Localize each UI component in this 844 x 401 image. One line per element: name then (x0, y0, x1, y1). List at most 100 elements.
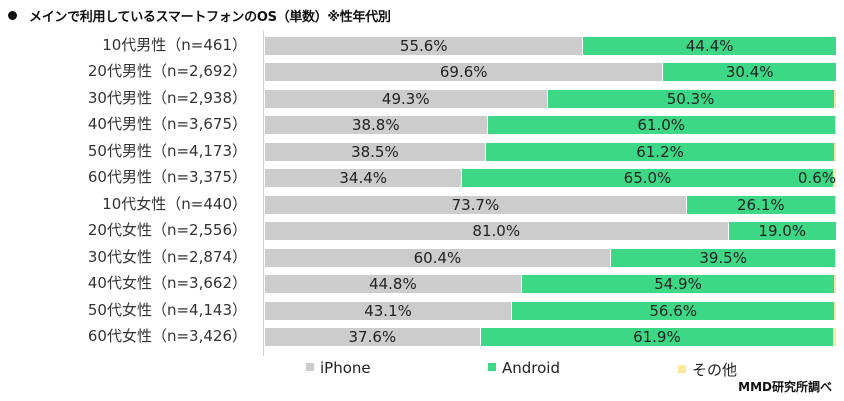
category-axis-line (263, 31, 264, 356)
legend-label-android: Android (502, 359, 560, 377)
iphone-segment: 34.4% (265, 169, 462, 188)
bar-row: 20代男性（n=2,692） 69.6% 30.4% (0, 62, 844, 82)
source-credit: MMD研究所調べ (738, 380, 832, 394)
category-label: 50代男性（n=4,173） (87, 141, 247, 160)
iphone-segment: 81.0% (265, 222, 728, 241)
android-segment-value: 61.2% (636, 142, 684, 161)
category-label: 50代女性（n=4,143） (87, 300, 247, 319)
bar-row: 30代女性（n=2,874） 60.4% 39.5% (0, 247, 844, 267)
other-segment (833, 89, 836, 108)
iphone-segment: 49.3% (265, 89, 547, 108)
android-segment-value: 19.0% (758, 222, 807, 241)
iphone-segment-value: 73.7% (451, 195, 500, 214)
other-swatch-icon (678, 365, 686, 373)
bar-row: 60代男性（n=3,375） 34.4% 65.0% 0.6% (0, 168, 844, 188)
iphone-segment: 43.1% (265, 301, 512, 320)
android-segment: 30.4% (662, 63, 836, 82)
iphone-segment: 38.5% (265, 142, 485, 161)
android-segment-value: 50.3% (666, 89, 715, 108)
stacked-bar: 37.6% 61.9% (265, 327, 836, 346)
android-segment-value: 56.6% (649, 301, 697, 320)
iphone-segment-value: 37.6% (348, 327, 397, 346)
stacked-bar: 69.6% 30.4% (265, 63, 836, 82)
category-label: 10代女性（n=440） (102, 194, 247, 213)
android-segment: 61.9% (479, 327, 834, 346)
other-segment (833, 327, 836, 346)
iphone-segment: 69.6% (265, 63, 663, 82)
android-segment-value: 65.0% (623, 169, 672, 188)
bar-row: 10代女性（n=440） 73.7% 26.1% (0, 194, 844, 214)
bar-row: 40代男性（n=3,675） 38.8% 61.0% (0, 115, 844, 135)
android-segment: 65.0% (461, 169, 833, 188)
category-label: 30代女性（n=2,874） (87, 247, 247, 266)
iphone-segment: 73.7% (265, 195, 686, 214)
android-segment-value: 61.9% (633, 327, 681, 346)
android-segment: 61.0% (486, 116, 835, 135)
category-label: 60代女性（n=3,426） (87, 326, 247, 345)
bar-row: 30代男性（n=2,938） 49.3% 50.3% (0, 88, 844, 108)
iphone-swatch-icon (306, 363, 314, 371)
bar-row: 20代女性（n=2,556） 81.0% 19.0% (0, 221, 844, 241)
stacked-bar: 34.4% 65.0% 0.6% (265, 169, 836, 188)
iphone-segment-value: 81.0% (472, 222, 521, 241)
iphone-segment-value: 44.8% (369, 275, 417, 294)
iphone-segment-value: 43.1% (364, 301, 412, 320)
other-segment (834, 195, 836, 214)
android-segment-value: 54.9% (654, 275, 702, 294)
other-segment (834, 116, 836, 135)
bar-row: 60代女性（n=3,426） 37.6% 61.9% (0, 326, 844, 346)
stacked-bar: 43.1% 56.6% (265, 301, 836, 320)
iphone-segment: 44.8% (265, 275, 521, 294)
legend-item-other: その他 (678, 359, 737, 380)
bar-row: 50代女性（n=4,143） 43.1% 56.6% (0, 300, 844, 320)
bullet-icon (8, 11, 17, 20)
legend-item-android: Android (488, 359, 560, 377)
iphone-segment-value: 38.8% (351, 116, 400, 135)
category-label: 20代男性（n=2,692） (87, 62, 247, 81)
category-label: 10代男性（n=461） (102, 36, 247, 54)
stacked-bar: 73.7% 26.1% (265, 195, 836, 214)
other-segment (834, 142, 836, 161)
android-segment: 26.1% (685, 195, 835, 214)
bar-row: 50代男性（n=4,173） 38.5% 61.2% (0, 141, 844, 161)
other-segment (832, 169, 836, 188)
iphone-segment-value: 69.6% (439, 63, 488, 82)
legend-label-other: その他 (692, 361, 738, 379)
android-segment: 39.5% (609, 248, 836, 267)
stacked-bar: 38.5% 61.2% (265, 142, 836, 161)
stacked-bar: 38.8% 61.0% (265, 116, 836, 135)
category-label: 40代男性（n=3,675） (87, 115, 247, 134)
android-segment: 54.9% (520, 275, 835, 294)
android-segment-value: 44.4% (685, 37, 734, 55)
android-segment: 56.6% (511, 301, 835, 320)
other-segment-value: 0.6% (797, 169, 836, 188)
iphone-segment-value: 60.4% (413, 248, 462, 267)
other-segment (834, 275, 836, 294)
android-segment: 61.2% (484, 142, 835, 161)
iphone-segment: 55.6% (265, 37, 583, 55)
other-segment (834, 301, 836, 320)
stacked-bar: 60.4% 39.5% (265, 248, 836, 267)
iphone-segment: 38.8% (265, 116, 487, 135)
stacked-bar: 49.3% 50.3% (265, 89, 836, 108)
android-segment: 19.0% (727, 222, 836, 241)
android-segment-value: 39.5% (699, 248, 747, 267)
android-segment-value: 30.4% (725, 63, 774, 82)
category-label: 60代男性（n=3,375） (87, 168, 247, 187)
iphone-segment-value: 38.5% (351, 142, 399, 161)
android-segment: 44.4% (582, 37, 836, 55)
legend: iPhone Android その他 (0, 359, 844, 381)
android-swatch-icon (488, 363, 496, 371)
stacked-bar: 44.8% 54.9% (265, 275, 836, 294)
chart-title-text: メインで利用しているスマートフォンのOS（単数）※性年代別 (29, 10, 391, 25)
chart-title: メインで利用しているスマートフォンのOS（単数）※性年代別 (8, 6, 391, 25)
iphone-segment-value: 34.4% (339, 169, 388, 188)
category-label: 30代男性（n=2,938） (87, 88, 247, 107)
android-segment: 50.3% (546, 89, 834, 108)
category-label: 40代女性（n=3,662） (87, 274, 247, 293)
android-segment-value: 61.0% (637, 116, 686, 135)
iphone-segment: 60.4% (265, 248, 610, 267)
stacked-bar: 81.0% 19.0% (265, 222, 836, 241)
bar-row: 40代女性（n=3,662） 44.8% 54.9% (0, 274, 844, 294)
iphone-segment-value: 49.3% (381, 89, 430, 108)
